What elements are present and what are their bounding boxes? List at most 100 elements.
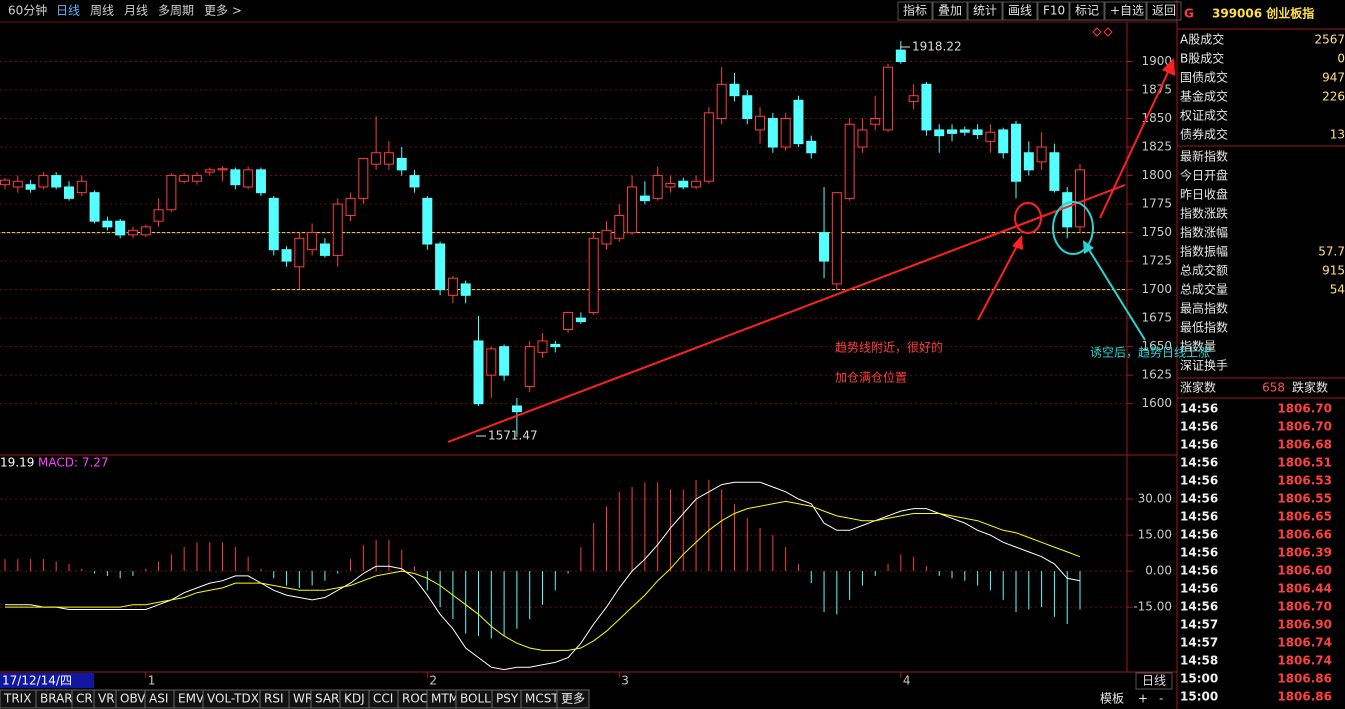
- candle-body: [294, 237, 305, 268]
- indicator-tab[interactable]: OBV: [120, 692, 146, 706]
- candle-body: [486, 348, 497, 376]
- tick-time: 14:56: [1180, 564, 1218, 578]
- candle-body: [396, 157, 407, 171]
- tick-time: 14:57: [1180, 636, 1218, 650]
- breadth-label: 涨家数: [1180, 380, 1216, 395]
- x-tick-label: 3: [621, 674, 629, 688]
- quote-label: 指数量: [1180, 339, 1216, 354]
- toolbar-button[interactable]: 返回: [1152, 4, 1176, 18]
- tick-price: 1806.53: [1277, 474, 1332, 488]
- template-tab[interactable]: +: [1138, 692, 1148, 706]
- indicator-tab[interactable]: MTM: [431, 692, 459, 706]
- y-tick-label: 1725: [1141, 254, 1172, 268]
- tick-time: 14:58: [1180, 654, 1218, 668]
- candle-body: [908, 95, 919, 102]
- candle-body: [537, 340, 548, 353]
- candle-body: [972, 129, 983, 135]
- candle-body: [639, 195, 650, 202]
- quote-value: 947: [1322, 71, 1345, 85]
- indicator-tab[interactable]: ASI: [149, 692, 168, 706]
- tick-price: 1806.70: [1277, 402, 1332, 416]
- toolbar-button[interactable]: F10: [1043, 4, 1065, 18]
- toolbar-tab[interactable]: 更多 >: [204, 4, 242, 18]
- candle-body: [179, 175, 190, 182]
- candle-body: [332, 203, 343, 256]
- candle-body: [12, 180, 23, 188]
- toolbar-tab[interactable]: 日线: [56, 4, 80, 18]
- quote-label: 指数涨幅: [1180, 225, 1228, 240]
- indicator-tab[interactable]: BOLL: [460, 692, 491, 706]
- indicator-tab[interactable]: WR: [293, 692, 313, 706]
- toolbar-tab[interactable]: 月线: [124, 4, 148, 18]
- y-tick-label: 0.00: [1145, 564, 1172, 578]
- indicator-tab[interactable]: EMV: [178, 692, 205, 706]
- code-mark: G: [1184, 7, 1194, 21]
- tick-price: 1806.39: [1277, 546, 1332, 560]
- toolbar-button[interactable]: 画线: [1008, 4, 1032, 18]
- tick-price: 1806.65: [1277, 510, 1332, 524]
- indicator-tab[interactable]: MCST: [525, 692, 559, 706]
- arrow: [1087, 247, 1146, 341]
- indicator-tab[interactable]: SAR: [315, 692, 339, 706]
- candle-body: [255, 169, 266, 194]
- indicator-tab[interactable]: RSI: [264, 692, 284, 706]
- indicator-tab[interactable]: CCI: [373, 692, 393, 706]
- indicator-tab[interactable]: ROC: [402, 692, 428, 706]
- candle-body: [25, 184, 36, 190]
- toolbar-tab[interactable]: 60分钟: [8, 3, 47, 18]
- quote-label: 深证换手: [1180, 359, 1228, 373]
- indicator-tab[interactable]: BRAR: [40, 692, 73, 706]
- candle-body: [575, 317, 586, 323]
- candle-body: [217, 168, 228, 171]
- candle-body: [511, 405, 522, 413]
- toolbar-button[interactable]: 指标: [903, 3, 927, 18]
- indicator-tab[interactable]: 更多: [561, 692, 585, 706]
- candle-body: [102, 220, 113, 228]
- indicator-tab[interactable]: VR: [98, 692, 115, 706]
- annotation: 加仓满仓位置: [835, 370, 907, 385]
- candle-body: [755, 115, 766, 131]
- tick-price: 1806.55: [1277, 492, 1332, 506]
- low-label: 1571.47: [488, 429, 538, 443]
- template-tab[interactable]: -: [1159, 692, 1163, 706]
- candle-body: [780, 118, 791, 148]
- candle-body: [345, 197, 356, 216]
- indicator-tab[interactable]: TRIX: [3, 692, 31, 706]
- toolbar-tab[interactable]: 多周期: [158, 4, 194, 18]
- candle-body: [831, 192, 842, 285]
- quote-value: 226: [1322, 90, 1345, 104]
- date-box: [0, 673, 94, 688]
- arrow-head: [1083, 240, 1094, 254]
- indicator-tab[interactable]: VOL-TDX: [207, 692, 259, 706]
- candle-body: [1075, 169, 1085, 228]
- toolbar-button[interactable]: 标记: [1075, 4, 1099, 18]
- tick-price: 1806.70: [1277, 420, 1332, 434]
- quote-value: 57.7: [1318, 245, 1345, 259]
- tick-time: 15:00: [1180, 672, 1218, 686]
- indicator-tab[interactable]: CR: [76, 692, 93, 706]
- tick-price: 1806.86: [1277, 672, 1332, 686]
- toolbar-button[interactable]: 统计: [973, 4, 997, 18]
- template-tab[interactable]: 模板: [1100, 692, 1124, 706]
- candle-body: [63, 186, 74, 199]
- candle-body: [1049, 152, 1060, 191]
- candle-body: [1036, 146, 1047, 163]
- tick-time: 14:56: [1180, 456, 1218, 470]
- toolbar-button-frame: [1002, 1, 1038, 21]
- quote-label: B股成交: [1180, 51, 1224, 66]
- quote-label: 昨日收盘: [1180, 187, 1228, 202]
- y-tick-label: 1675: [1141, 311, 1172, 325]
- candle-body: [281, 249, 292, 262]
- tick-time: 14:56: [1180, 510, 1218, 524]
- toolbar-tab[interactable]: 周线: [90, 4, 114, 18]
- candle-body: [1023, 152, 1034, 171]
- indicator-tab[interactable]: KDJ: [344, 692, 365, 706]
- quote-label: 基金成交: [1180, 89, 1228, 104]
- indicator-tab[interactable]: PSY: [496, 692, 519, 706]
- quote-label: 今日开盘: [1180, 168, 1228, 183]
- window-icon[interactable]: [1092, 27, 1113, 37]
- toolbar-button[interactable]: +自选: [1110, 4, 1144, 18]
- toolbar-button[interactable]: 叠加: [938, 4, 962, 18]
- candle-body: [307, 232, 318, 251]
